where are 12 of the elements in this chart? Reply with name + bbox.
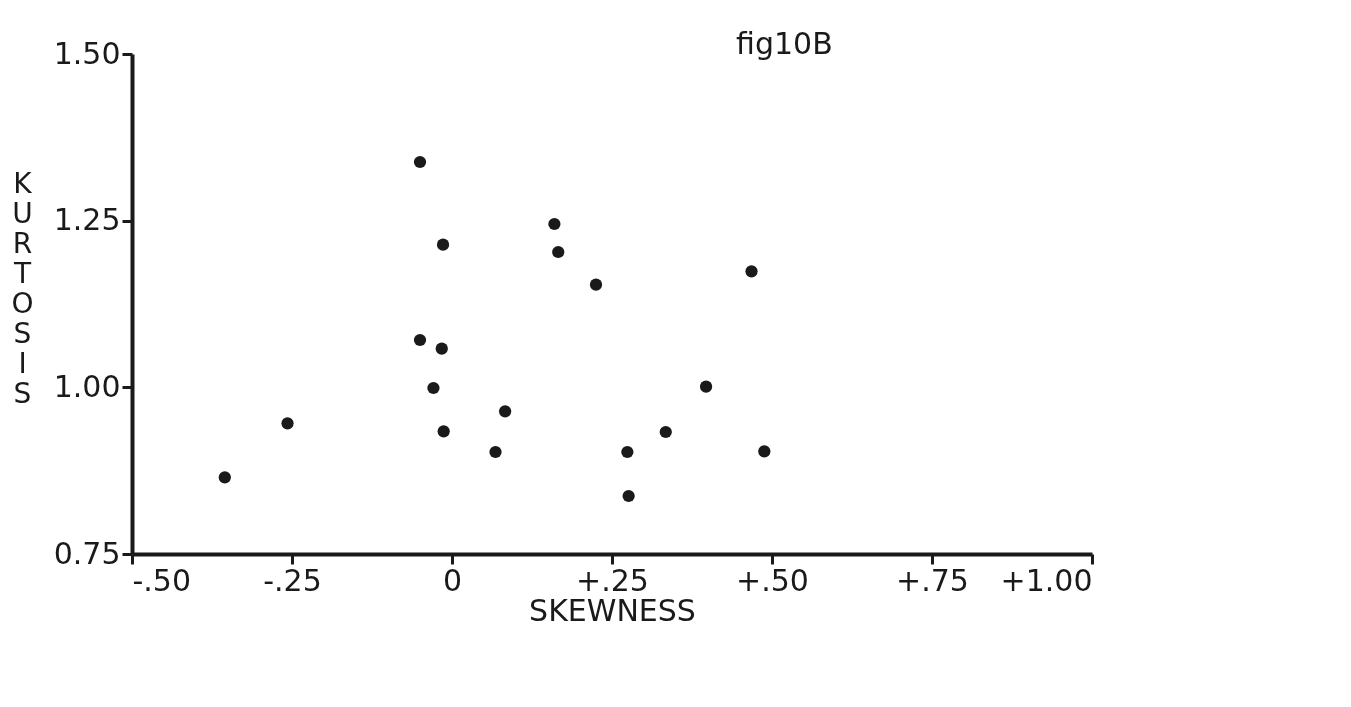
x-tick-label: +1.00 [1000,562,1093,598]
annotation: fig10B [736,26,833,61]
y-tick-label: 0.75 [53,535,121,571]
y-tick-label: 1.00 [53,368,121,404]
x-tick-label: +.75 [896,562,969,598]
x-tick-label: +.50 [736,562,809,598]
y-tick-label: 1.25 [53,202,121,238]
y-axis-title: KURTOSIS [11,166,34,410]
x-tick-label: -.50 [132,562,192,598]
x-tick-label: 0 [442,562,463,598]
y-tick-label: 1.50 [53,35,121,71]
x-tick-label: -.25 [263,562,322,598]
